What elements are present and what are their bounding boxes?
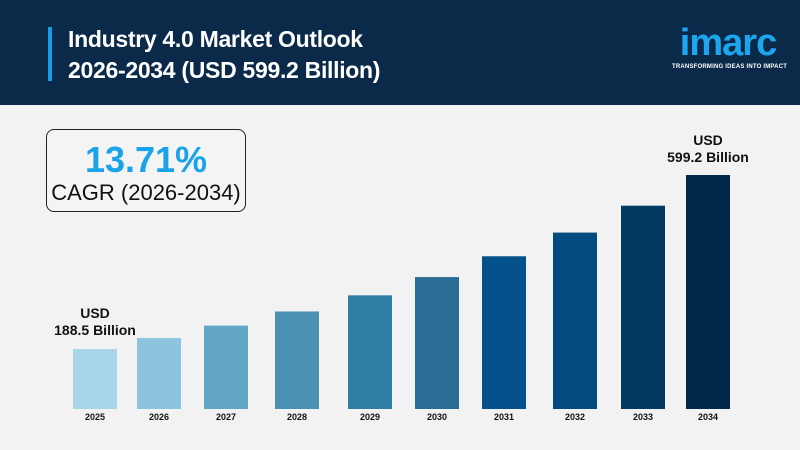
x-tick-label: 2025 (85, 412, 105, 422)
cagr-box: 13.71% CAGR (2026-2034) (46, 129, 246, 212)
page-title: Industry 4.0 Market Outlook 2026-2034 (U… (68, 24, 380, 86)
title-line-2: 2026-2034 (USD 599.2 Billion) (68, 57, 381, 83)
bar-2034 (686, 175, 730, 409)
last-annotation-line1: USD (693, 132, 723, 148)
bar-2027 (204, 325, 248, 409)
bar-2032 (553, 232, 597, 409)
last-annotation-line2: 599.2 Billion (667, 149, 749, 165)
x-tick-label: 2034 (698, 412, 718, 422)
x-tick-label: 2026 (149, 412, 169, 422)
x-tick-label: 2032 (565, 412, 585, 422)
x-tick-label: 2033 (633, 412, 653, 422)
cagr-label: CAGR (2026-2034) (51, 180, 241, 205)
bar-2029 (348, 295, 392, 409)
bar-2028 (275, 311, 319, 409)
bar-2030 (415, 277, 459, 409)
x-tick-label: 2031 (494, 412, 514, 422)
logo-wordmark: imarc (679, 22, 777, 64)
bar-2033 (621, 205, 665, 409)
bar-2025 (73, 349, 117, 409)
imarc-logo: imarc TRANSFORMING IDEAS INTO IMPACT (672, 22, 788, 70)
first-annotation-line2: 188.5 Billion (54, 322, 136, 338)
x-tick-label: 2028 (287, 412, 307, 422)
bar-2026 (137, 338, 181, 409)
bar-2031 (482, 256, 526, 409)
logo-tagline: TRANSFORMING IDEAS INTO IMPACT (672, 64, 788, 70)
cagr-value: 13.71% (84, 139, 208, 180)
x-tick-label: 2030 (427, 412, 447, 422)
x-tick-label: 2029 (360, 412, 380, 422)
title-line-1: Industry 4.0 Market Outlook (68, 26, 363, 52)
header-banner: Industry 4.0 Market Outlook 2026-2034 (U… (0, 0, 800, 105)
first-annotation-line1: USD (80, 305, 110, 321)
title-accent-bar (48, 27, 52, 81)
x-tick-label: 2027 (216, 412, 236, 422)
